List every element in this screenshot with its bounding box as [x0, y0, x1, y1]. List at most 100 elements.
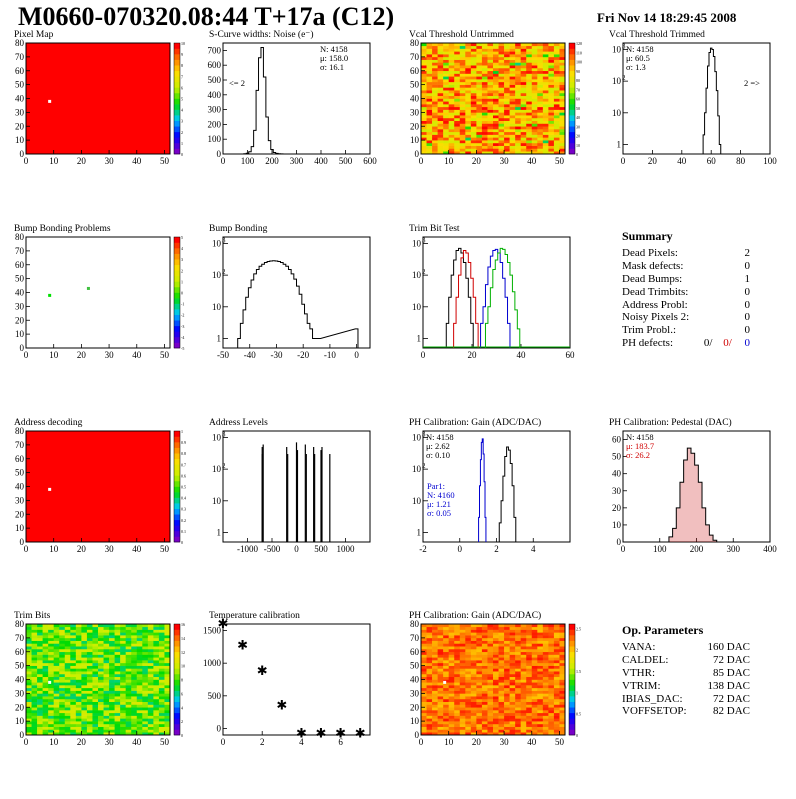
- heatmap-cell: [75, 640, 82, 644]
- heatmap-cell: [125, 676, 132, 680]
- heatmap-cell: [498, 81, 505, 85]
- heatmap-cell: [114, 690, 121, 694]
- heatmap-cell: [487, 690, 494, 694]
- heatmap-cell: [31, 718, 38, 722]
- heatmap-cell: [459, 95, 466, 99]
- heatmap-cell: [493, 632, 499, 636]
- heatmap-cell: [70, 657, 77, 661]
- heatmap-cell: [509, 151, 516, 155]
- heatmap-cell: [421, 679, 427, 683]
- y-tick-label: 10: [412, 464, 422, 474]
- heatmap-cell: [537, 106, 544, 110]
- heatmap-cell: [437, 646, 444, 650]
- colorbar-frame: [173, 430, 181, 543]
- heatmap-cell: [114, 660, 121, 664]
- heatmap-cell: [559, 648, 566, 653]
- heatmap-cell: [120, 651, 126, 655]
- heatmap-cell: [59, 660, 66, 664]
- stats-label: Par1:: [427, 481, 445, 491]
- heatmap-cell: [526, 668, 533, 672]
- heatmap-cell: [553, 115, 560, 119]
- heatmap-cell: [153, 682, 160, 686]
- chart-title: PH Calibration: Gain (ADC/DAC): [409, 610, 541, 621]
- heatmap-cell: [448, 651, 455, 655]
- heatmap-cell: [493, 142, 499, 146]
- heatmap-cell: [498, 696, 505, 700]
- heatmap-cell: [443, 45, 449, 49]
- heatmap-cell: [459, 92, 466, 97]
- heatmap-cell: [64, 646, 71, 650]
- colorbar-segment: [174, 469, 180, 476]
- heatmap-cell: [53, 704, 60, 708]
- heatmap-cell: [459, 726, 466, 730]
- heatmap-cell: [421, 651, 427, 655]
- heatmap-cell: [432, 671, 438, 675]
- heatmap-cell: [164, 732, 171, 736]
- heatmap-cell: [487, 81, 494, 85]
- heatmap-cell: [470, 723, 477, 727]
- heatmap-cell: [443, 643, 449, 647]
- heatmap-cell: [432, 701, 438, 705]
- colorbar-segment: [174, 270, 180, 277]
- heatmap-cell: [531, 671, 538, 675]
- heatmap-cell: [526, 81, 533, 85]
- heatmap-cell: [459, 48, 466, 52]
- x-tick-label: 50: [160, 544, 170, 554]
- heatmap-cell: [48, 671, 54, 675]
- x-tick-label: 20: [648, 156, 658, 166]
- heatmap-cell: [465, 651, 472, 655]
- colorbar-segment: [569, 76, 575, 83]
- heatmap-cell: [531, 698, 538, 702]
- heatmap-cell: [31, 626, 38, 630]
- heatmap-cell: [31, 679, 38, 683]
- heatmap-cell: [553, 624, 560, 628]
- heatmap-cell: [493, 687, 499, 691]
- heatmap-cell: [542, 145, 549, 149]
- heatmap-cell: [437, 710, 444, 714]
- colorbar-segment: [174, 259, 180, 266]
- heatmap-cell: [59, 673, 66, 678]
- heatmap-cell: [465, 710, 472, 714]
- heatmap-cell: [498, 126, 505, 130]
- heatmap-cell: [75, 726, 82, 730]
- heatmap-cell: [459, 696, 466, 700]
- heatmap-cell: [459, 131, 466, 135]
- x-tick-label: 40: [517, 350, 527, 360]
- heatmap-cell: [548, 123, 555, 127]
- heatmap-cell: [515, 145, 521, 149]
- heatmap-cell: [103, 732, 110, 736]
- heatmap-cell: [42, 640, 49, 644]
- heatmap-cell: [59, 643, 66, 647]
- heatmap-cell: [142, 682, 149, 686]
- heatmap-cell: [498, 676, 505, 680]
- heatmap-cell: [153, 685, 160, 689]
- colorbar-segment: [569, 92, 575, 99]
- param-value: 138 DAC: [707, 679, 750, 692]
- heatmap-cell: [53, 668, 60, 672]
- heatmap-cell: [531, 140, 538, 144]
- colorbar-label: 0.4: [181, 496, 186, 501]
- heatmap-cell: [459, 637, 466, 641]
- heatmap-cell: [487, 129, 494, 133]
- heatmap-cell: [109, 726, 115, 730]
- heatmap-cell: [493, 87, 499, 91]
- heatmap-cell: [470, 70, 477, 74]
- colorbar-segment: [569, 624, 575, 630]
- colorbar-segment: [174, 514, 180, 521]
- heatmap-cell: [37, 715, 43, 719]
- heatmap-cell: [487, 148, 494, 152]
- heatmap-cell: [48, 648, 54, 653]
- heatmap-cell: [426, 643, 433, 647]
- colorbar-segment: [174, 651, 180, 658]
- heatmap-cell: [481, 59, 488, 63]
- heatmap-cell: [542, 723, 549, 727]
- heatmap-cell: [481, 726, 488, 730]
- heatmap-cell: [526, 732, 533, 736]
- heatmap-cell: [147, 685, 154, 689]
- heatmap-cell: [147, 721, 154, 725]
- heatmap-cell: [75, 626, 82, 630]
- heatmap-cell: [470, 104, 477, 108]
- heatmap-cell: [481, 718, 488, 722]
- y-tick-label: 1: [417, 527, 422, 537]
- heatmap-cell: [537, 70, 544, 74]
